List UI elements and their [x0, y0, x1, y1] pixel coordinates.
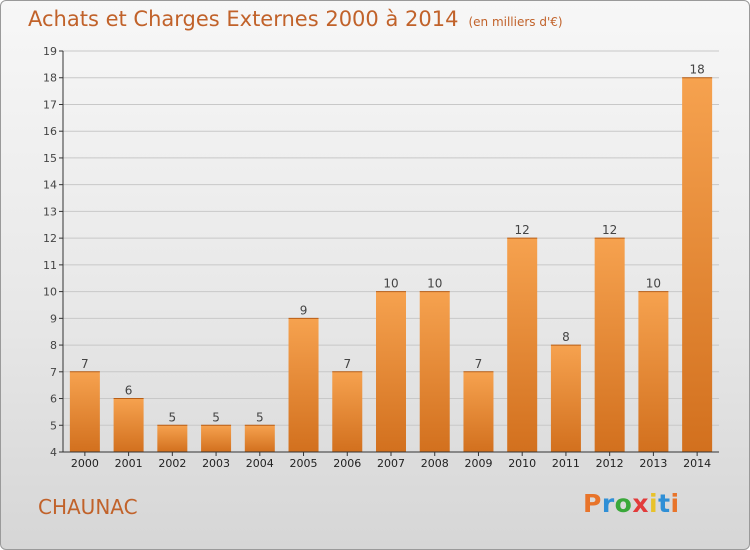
chart-unit: (en milliers d'€)	[468, 15, 563, 29]
y-tick-label: 9	[50, 312, 57, 325]
y-tick-label: 19	[43, 45, 57, 58]
bars	[69, 77, 713, 452]
y-tick-label: 18	[43, 72, 57, 85]
x-tick-label-2007: 2007	[377, 457, 405, 470]
y-tick-label: 4	[50, 446, 57, 459]
logo-letter: i	[670, 489, 680, 518]
x-tick-label-2000: 2000	[71, 457, 99, 470]
data-label-2007: 10	[383, 277, 398, 291]
bar-2009	[463, 371, 494, 452]
town-name: CHAUNAC	[38, 495, 138, 519]
data-label-2005: 9	[300, 303, 308, 317]
y-tick-label: 10	[43, 286, 57, 299]
y-tick-label: 17	[43, 98, 57, 111]
y-tick-label: 6	[50, 393, 57, 406]
data-label-2012: 12	[602, 223, 617, 237]
data-label-2000: 7	[81, 357, 89, 371]
x-tick-label-2003: 2003	[202, 457, 230, 470]
labels: 4 5 6 7 8 9 10 11 12 13 14 15 16 17 18 19 7 2000 6 2001 5 200…	[43, 45, 711, 470]
bar-2011	[550, 345, 581, 452]
logo-letter: r	[601, 489, 615, 518]
logo-letter: x	[632, 489, 649, 518]
data-label-2002: 5	[169, 410, 177, 424]
axes	[59, 50, 719, 456]
proxiti-logo[interactable]: Proxiti	[583, 489, 680, 518]
bar-2006	[332, 371, 363, 452]
bar-2013	[638, 291, 669, 452]
bar-2012	[594, 238, 625, 452]
data-label-2008: 10	[427, 277, 442, 291]
y-tick-label: 13	[43, 205, 57, 218]
bar-2005	[288, 318, 319, 452]
x-tick-label-2011: 2011	[552, 457, 580, 470]
y-tick-label: 15	[43, 152, 57, 165]
x-tick-label-2001: 2001	[115, 457, 143, 470]
x-tick-label-2004: 2004	[246, 457, 274, 470]
bar-2001	[113, 398, 144, 452]
bar-2002	[157, 425, 188, 452]
data-label-2014: 18	[689, 63, 704, 77]
bar-2014	[682, 77, 713, 452]
x-tick-label-2002: 2002	[158, 457, 186, 470]
y-tick-label: 16	[43, 125, 57, 138]
y-tick-label: 7	[50, 366, 57, 379]
x-tick-label-2006: 2006	[333, 457, 361, 470]
data-label-2011: 8	[562, 330, 570, 344]
bar-2000	[69, 371, 100, 452]
data-label-2006: 7	[343, 357, 351, 371]
data-label-2004: 5	[256, 410, 264, 424]
bar-2008	[419, 291, 450, 452]
x-tick-label-2010: 2010	[508, 457, 536, 470]
logo-letter: t	[658, 489, 671, 518]
logo-letter: P	[583, 489, 602, 518]
x-tick-label-2009: 2009	[464, 457, 492, 470]
data-label-2003: 5	[212, 410, 220, 424]
x-tick-label-2012: 2012	[596, 457, 624, 470]
y-tick-label: 14	[43, 179, 57, 192]
y-tick-label: 12	[43, 232, 57, 245]
bar-2010	[507, 238, 538, 452]
chart-title-block: Achats et Charges Externes 2000 à 2014 (e…	[28, 7, 563, 31]
data-label-2010: 12	[515, 223, 530, 237]
chart-title: Achats et Charges Externes 2000 à 2014	[28, 7, 459, 31]
x-tick-label-2005: 2005	[290, 457, 318, 470]
x-tick-label-2014: 2014	[683, 457, 711, 470]
y-tick-label: 11	[43, 259, 57, 272]
data-label-2013: 10	[646, 277, 661, 291]
y-tick-label: 5	[50, 419, 57, 432]
bar-2003	[201, 425, 232, 452]
bar-2004	[244, 425, 275, 452]
x-tick-label-2008: 2008	[421, 457, 449, 470]
data-label-2009: 7	[475, 357, 483, 371]
logo-letter: o	[614, 489, 633, 518]
bar-2007	[376, 291, 406, 452]
y-tick-label: 8	[50, 339, 57, 352]
logo-letter: i	[649, 489, 659, 518]
x-tick-label-2013: 2013	[639, 457, 667, 470]
data-label-2001: 6	[125, 384, 133, 398]
